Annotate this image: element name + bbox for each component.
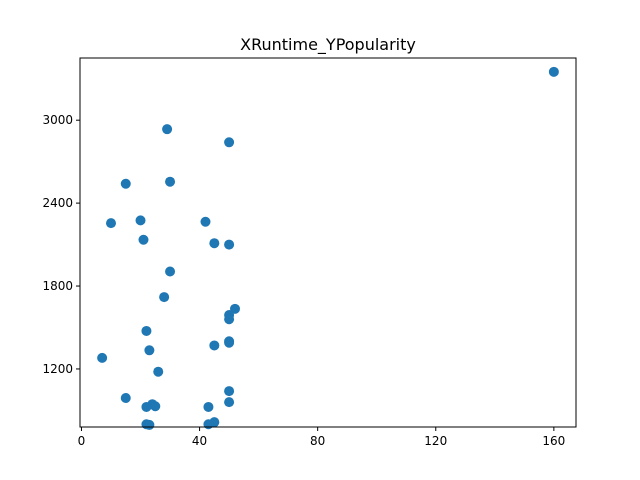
data-point-10 (209, 238, 220, 249)
data-point-25 (120, 392, 131, 403)
data-point-7 (106, 218, 116, 229)
data-point-14 (230, 303, 240, 314)
data-point-23 (153, 366, 164, 377)
data-point-12 (165, 266, 176, 277)
y-tick-label: 1200 (42, 362, 73, 376)
data-point-21 (144, 345, 155, 356)
x-tick-label: 120 (424, 434, 447, 448)
y-tick-label: 3000 (42, 113, 73, 127)
data-point-29 (141, 401, 152, 412)
data-points (97, 66, 559, 430)
data-point-11 (224, 239, 235, 250)
y-tick-label: 1800 (42, 279, 73, 293)
plot-frame (79, 57, 577, 428)
data-point-4 (165, 176, 176, 187)
data-point-34 (144, 419, 155, 430)
data-point-8 (200, 216, 211, 227)
data-point-32 (203, 419, 214, 430)
data-point-28 (150, 401, 161, 412)
data-point-9 (138, 234, 149, 245)
y-tick-label: 2400 (42, 196, 73, 210)
x-tick-label: 80 (310, 434, 325, 448)
data-point-16 (224, 314, 235, 325)
data-point-22 (97, 352, 108, 363)
chart-title: XRuntime_YPopularity (240, 35, 416, 55)
data-point-24 (224, 386, 235, 397)
data-point-2 (162, 124, 173, 135)
data-point-3 (224, 137, 235, 148)
y-axis-ticks: 1200 1800 2400 3000 (42, 113, 80, 376)
data-point-17 (141, 325, 152, 336)
data-point-5 (120, 178, 131, 189)
x-tick-label: 160 (542, 434, 565, 448)
data-point-26 (224, 397, 235, 408)
data-point-1 (548, 66, 559, 77)
x-tick-label: 0 (78, 434, 86, 448)
data-point-20 (209, 340, 220, 351)
data-point-6 (135, 215, 146, 226)
x-axis-ticks: 0 40 80 120 160 (78, 427, 565, 448)
data-point-13 (159, 292, 170, 303)
x-tick-label: 40 (192, 434, 207, 448)
data-point-30 (203, 401, 214, 412)
data-point-19 (224, 337, 235, 348)
